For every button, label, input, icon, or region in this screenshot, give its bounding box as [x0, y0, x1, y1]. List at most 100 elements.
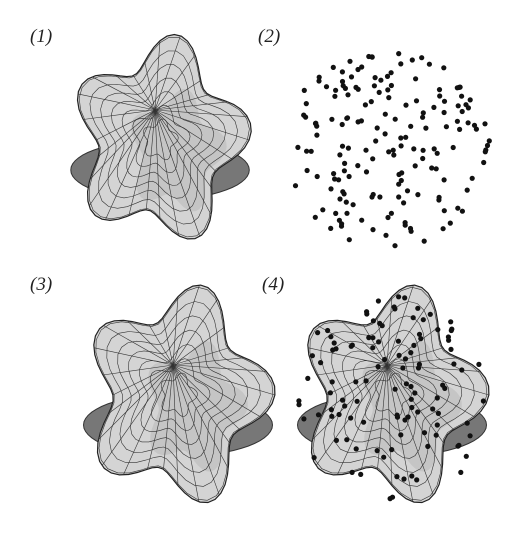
point: [383, 131, 388, 136]
point: [332, 176, 337, 181]
point: [340, 69, 345, 74]
point: [330, 379, 335, 384]
point: [476, 362, 481, 367]
point: [416, 365, 421, 370]
point: [436, 411, 441, 416]
point: [464, 454, 469, 459]
point: [370, 227, 375, 232]
point: [468, 433, 473, 438]
point: [376, 298, 381, 303]
point: [437, 87, 442, 92]
point: [346, 146, 351, 151]
point: [442, 208, 447, 213]
point: [410, 57, 415, 62]
point: [389, 211, 394, 216]
point: [347, 59, 352, 64]
point: [314, 124, 319, 129]
point: [324, 84, 329, 89]
point: [409, 397, 414, 402]
point: [333, 211, 338, 216]
point: [435, 151, 440, 156]
point: [465, 188, 470, 193]
point: [409, 473, 414, 478]
point: [316, 412, 321, 417]
point: [466, 120, 471, 125]
point: [399, 178, 404, 183]
point: [456, 103, 461, 108]
point: [468, 97, 473, 102]
point: [340, 79, 345, 84]
point: [330, 347, 335, 352]
point: [393, 387, 398, 392]
point: [392, 243, 397, 248]
point: [415, 306, 420, 311]
point: [398, 432, 403, 437]
point: [339, 221, 344, 226]
point: [340, 398, 345, 403]
point: [329, 414, 334, 419]
point: [376, 339, 381, 344]
point: [314, 133, 319, 138]
point: [348, 415, 353, 420]
point: [393, 117, 398, 122]
point: [369, 194, 374, 199]
point: [354, 446, 359, 451]
point: [449, 327, 454, 332]
point: [422, 430, 427, 435]
point: [396, 339, 401, 344]
point: [481, 398, 486, 403]
point: [413, 163, 418, 168]
point: [448, 347, 453, 352]
point: [400, 365, 405, 370]
point: [451, 361, 456, 366]
point: [451, 145, 456, 150]
point: [429, 165, 434, 170]
point: [448, 221, 453, 226]
point: [403, 223, 408, 228]
point: [435, 395, 440, 400]
point: [355, 163, 360, 168]
point: [470, 176, 475, 181]
point: [383, 112, 388, 117]
point: [441, 65, 446, 70]
point: [430, 406, 435, 411]
point: [372, 83, 377, 88]
point: [391, 148, 396, 153]
point: [408, 350, 413, 355]
point: [421, 148, 426, 153]
point: [472, 123, 477, 128]
point: [342, 161, 347, 166]
point: [434, 433, 439, 438]
panel-label: (1): [30, 26, 52, 47]
point: [377, 321, 382, 326]
point: [332, 340, 337, 345]
point: [427, 62, 432, 67]
point: [415, 192, 420, 197]
point: [422, 239, 427, 244]
point: [296, 402, 301, 407]
point: [457, 127, 462, 132]
point: [377, 90, 382, 95]
point: [408, 226, 413, 231]
point: [394, 474, 399, 479]
point: [342, 403, 347, 408]
point: [315, 174, 320, 179]
point: [293, 183, 298, 188]
point: [371, 318, 376, 323]
point: [435, 327, 440, 332]
point: [391, 152, 396, 157]
point: [481, 160, 486, 165]
point: [331, 171, 336, 176]
point: [312, 455, 317, 460]
point: [420, 115, 425, 120]
point: [482, 121, 487, 126]
point: [411, 146, 416, 151]
point: [305, 376, 310, 381]
point: [304, 101, 309, 106]
point: [459, 94, 464, 99]
point: [347, 174, 352, 179]
point: [355, 399, 360, 404]
point: [396, 294, 401, 299]
point: [419, 55, 424, 60]
point: [441, 226, 446, 231]
